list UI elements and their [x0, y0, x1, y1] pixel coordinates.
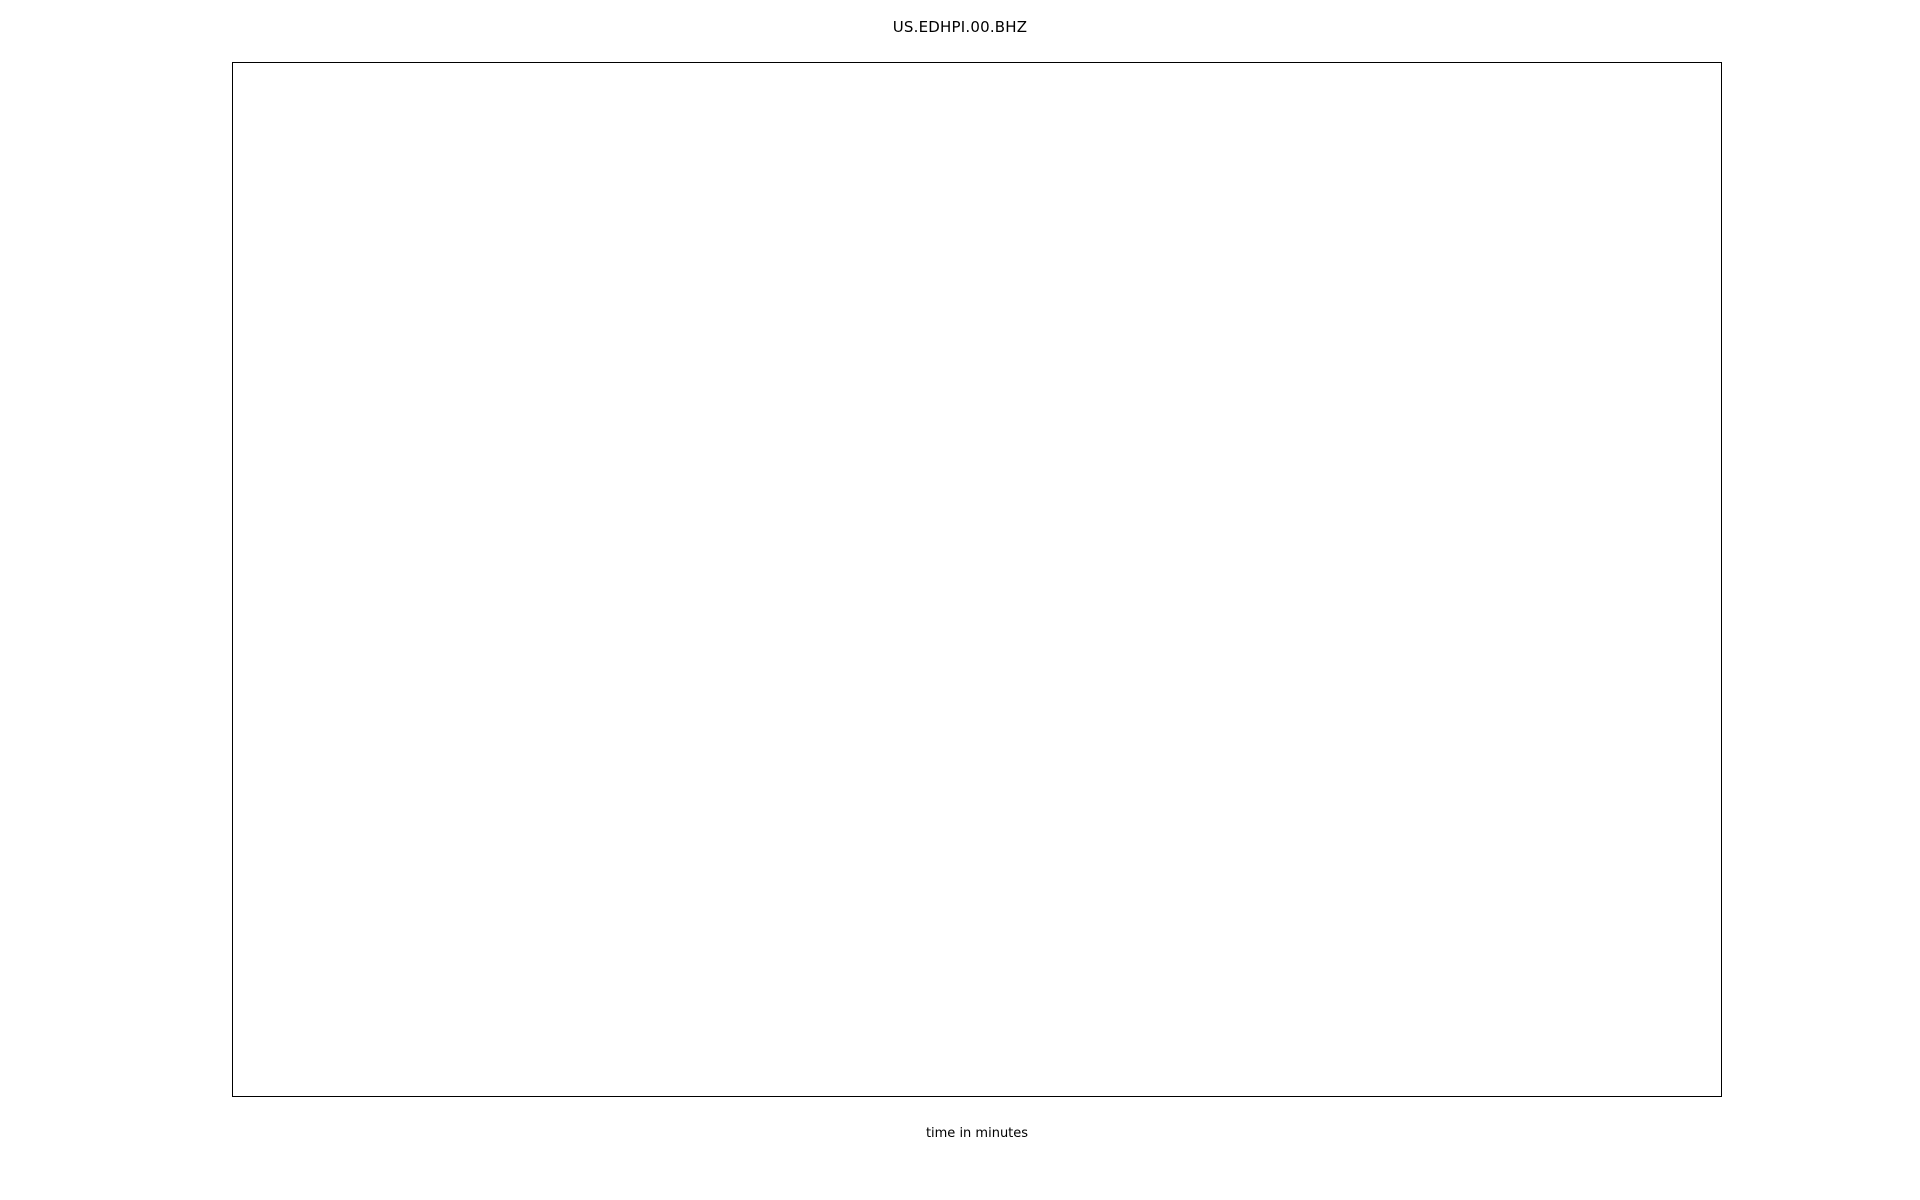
plot-area	[232, 62, 1722, 1097]
x-axis-title: time in minutes	[925, 1126, 1029, 1141]
y-axis-label-column	[0, 62, 232, 1097]
page-title: US.EDHPI.00.BHZ	[892, 18, 1028, 36]
